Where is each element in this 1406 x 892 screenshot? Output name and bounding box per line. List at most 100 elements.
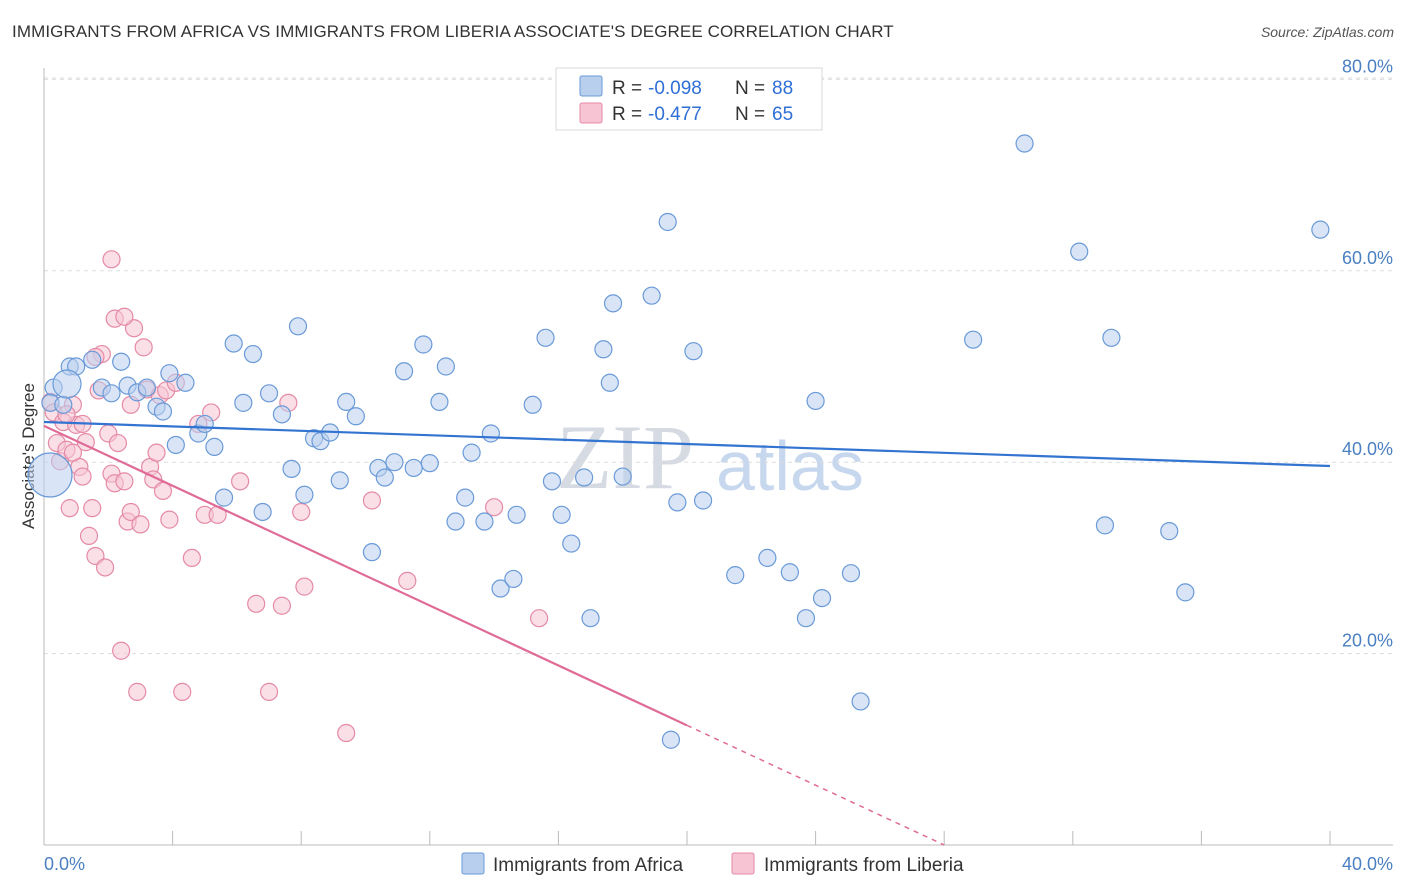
africa-point (542, 472, 562, 491)
y-tick-label-40: 40.0% (1342, 439, 1393, 459)
liberia-point (337, 723, 356, 743)
legend-top: R = -0.098 N = 88 R = -0.477 N = 65 (555, 67, 823, 131)
africa-point (160, 364, 179, 383)
legend-top-liberia-swatch (579, 102, 603, 124)
africa-point (491, 579, 510, 598)
africa-point (214, 488, 234, 507)
africa-point (806, 391, 825, 411)
africa-point (153, 402, 173, 421)
legend-top-r-label-liberia: R = (612, 104, 642, 125)
africa-point (166, 435, 185, 455)
trend-line-liberia-extension (686, 724, 945, 846)
africa-point (462, 443, 481, 462)
africa-point (812, 588, 832, 608)
africa-point (375, 468, 394, 487)
africa-point (205, 437, 224, 456)
africa-point (102, 384, 121, 403)
africa-point (288, 317, 308, 336)
y-tick-label-80: 80.0% (1342, 56, 1393, 76)
africa-point (693, 491, 713, 510)
africa-point (661, 730, 681, 749)
africa-point (726, 566, 745, 585)
africa-point (1311, 220, 1330, 239)
africa-point (562, 534, 581, 553)
africa-point (481, 424, 500, 443)
africa-point (253, 502, 272, 522)
africa-point (430, 392, 449, 412)
liberia-point (128, 682, 147, 701)
liberia-point (83, 499, 102, 518)
liberia-point (63, 443, 83, 462)
y-tick-label-60: 60.0% (1342, 248, 1393, 268)
africa-point (243, 344, 263, 364)
africa-point-large (27, 452, 73, 498)
liberia-point (115, 472, 134, 491)
chart-title: IMMIGRANTS FROM AFRICA VS IMMIGRANTS FRO… (12, 22, 894, 41)
liberia-point (131, 515, 150, 534)
legend-bottom: Immigrants from Africa Immigrants from L… (461, 852, 964, 876)
africa-point (552, 505, 571, 524)
liberia-point (259, 682, 279, 701)
africa-point (1176, 583, 1195, 602)
africa-point (436, 357, 455, 376)
africa-point (272, 405, 292, 424)
legend-top-africa-swatch (579, 75, 603, 97)
africa-point (295, 485, 314, 504)
africa-point (385, 453, 404, 472)
africa-point (282, 459, 301, 478)
liberia-point (112, 641, 131, 660)
africa-point (346, 407, 365, 426)
africa-point (414, 335, 433, 354)
africa-point (758, 548, 777, 568)
africa-point (536, 328, 555, 347)
trend-line-liberia (43, 424, 688, 727)
liberia-point (108, 433, 128, 453)
africa-point (195, 414, 214, 434)
liberia-point (295, 577, 314, 596)
africa-point (234, 393, 253, 412)
africa-point (1015, 134, 1034, 153)
liberia-point (247, 594, 266, 613)
liberia-point (121, 502, 140, 522)
africa-point (613, 467, 632, 486)
africa-point (112, 352, 131, 371)
africa-point-large (52, 369, 82, 399)
liberia-point (60, 499, 79, 518)
liberia-point (362, 491, 382, 510)
africa-point (1070, 242, 1089, 261)
africa-point (796, 609, 816, 628)
liberia-point (134, 338, 153, 357)
liberia-point (79, 526, 99, 545)
africa-point (507, 505, 526, 524)
africa-point (224, 334, 243, 353)
legend-top-r-label-africa: R = (612, 78, 642, 99)
africa-point (83, 350, 102, 369)
africa-point (642, 286, 661, 305)
legend-top-n-value-africa: 88 (772, 78, 793, 99)
africa-point (330, 471, 349, 490)
africa-point (362, 543, 382, 562)
series-liberia-points (41, 250, 549, 743)
liberia-point (292, 502, 311, 522)
africa-point (137, 378, 156, 397)
grid-lines (44, 77, 1393, 655)
liberia-point (398, 571, 417, 590)
africa-point (780, 563, 799, 582)
legend-bottom-africa-swatch (461, 852, 485, 875)
x-axis-ticks (172, 831, 1331, 845)
africa-point (394, 362, 414, 381)
africa-point (176, 373, 195, 392)
liberia-point (272, 596, 292, 615)
series-africa-points (27, 134, 1330, 749)
liberia-point (102, 250, 121, 269)
africa-point (1095, 516, 1115, 535)
legend-bottom-africa-label: Immigrants from Africa (493, 855, 683, 876)
africa-point (1160, 522, 1179, 541)
africa-point (446, 512, 465, 531)
africa-point (259, 384, 279, 403)
legend-bottom-liberia-label: Immigrants from Liberia (764, 855, 964, 876)
liberia-point (485, 498, 504, 517)
watermark-zip: ZIP (556, 406, 694, 508)
watermark-atlas: atlas (716, 427, 864, 505)
